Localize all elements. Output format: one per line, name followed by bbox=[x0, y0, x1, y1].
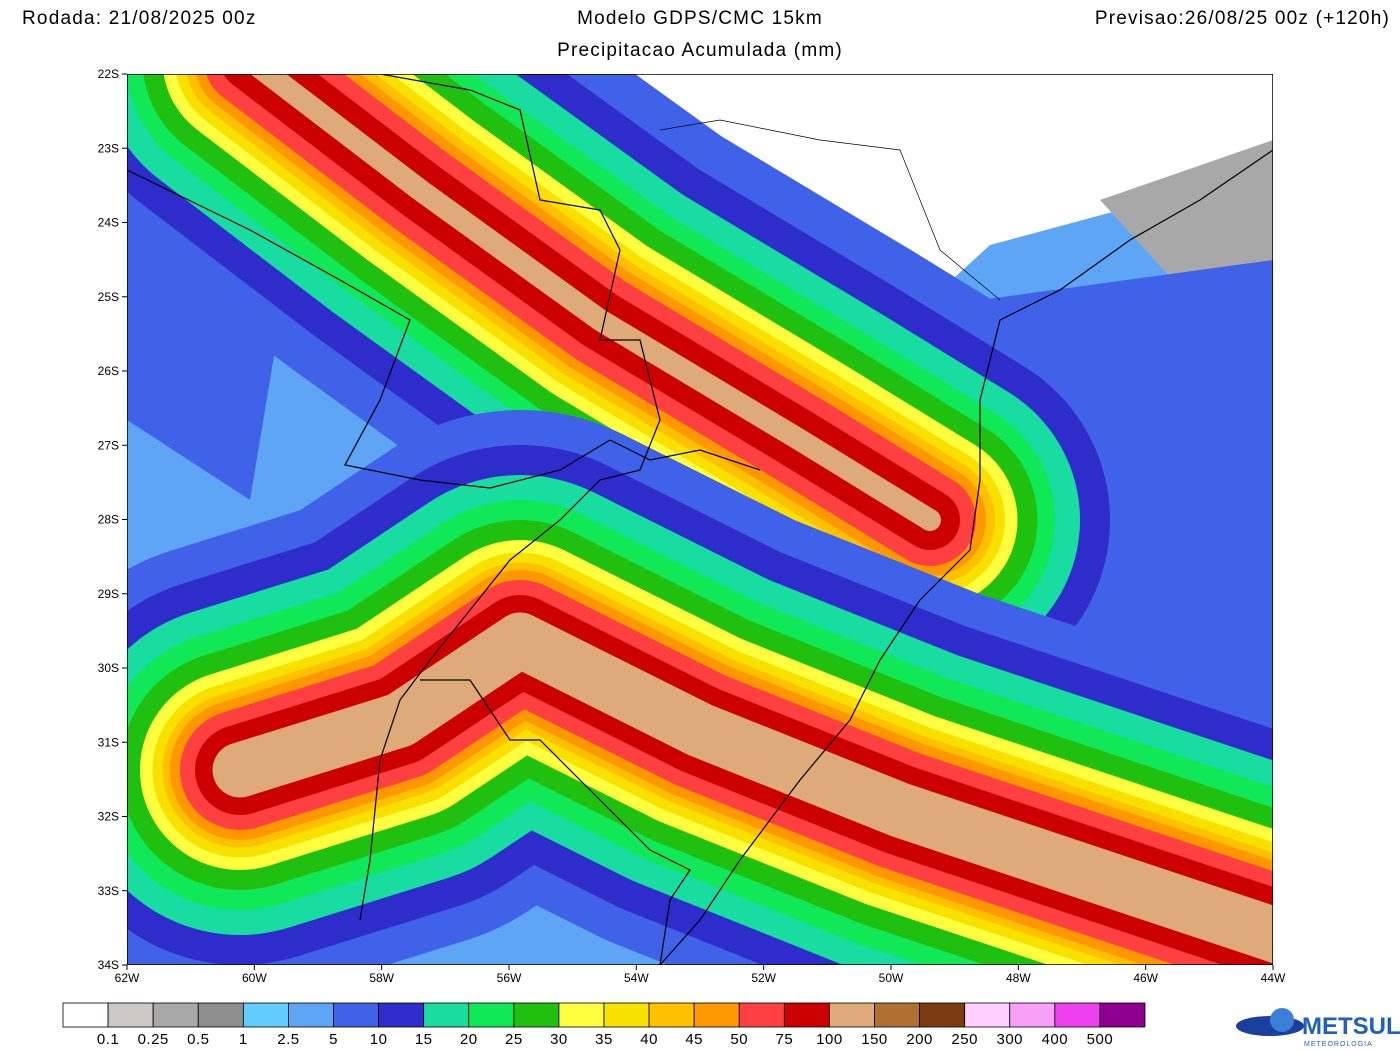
color-swatch bbox=[919, 1002, 966, 1028]
colorbar-label: 0.5 bbox=[187, 1031, 209, 1048]
lon-label: 48W bbox=[1006, 971, 1031, 985]
lon-label: 58W bbox=[369, 971, 394, 985]
precip-band bbox=[250, 74, 941, 531]
color-swatch bbox=[468, 1002, 515, 1028]
lon-label: 56W bbox=[497, 971, 522, 985]
color-swatch bbox=[693, 1002, 740, 1028]
colorbar-label: 100 bbox=[816, 1031, 843, 1048]
colorbar-label: 200 bbox=[906, 1031, 933, 1048]
lat-label: 34S bbox=[98, 958, 119, 972]
colorbar-label: 0.1 bbox=[97, 1031, 119, 1048]
colorbar-label: 1 bbox=[239, 1031, 248, 1048]
colorbar-label: 400 bbox=[1042, 1031, 1069, 1048]
lat-label: 22S bbox=[98, 67, 119, 81]
forecast-label: Previsao:26/08/25 00z (+120h) bbox=[1095, 8, 1390, 29]
color-swatch bbox=[242, 1002, 289, 1028]
colorbar-label: 300 bbox=[996, 1031, 1023, 1048]
lat-label: 23S bbox=[98, 141, 119, 155]
color-swatch bbox=[107, 1002, 154, 1028]
color-swatch bbox=[558, 1002, 605, 1028]
lon-label: 50W bbox=[879, 971, 904, 985]
colorbar-label: 0.25 bbox=[138, 1031, 169, 1048]
colorbar-label: 2.5 bbox=[277, 1031, 299, 1048]
colorbar-label: 5 bbox=[329, 1031, 338, 1048]
logo-name: METSUL bbox=[1302, 1013, 1400, 1040]
lon-label: 46W bbox=[1133, 971, 1158, 985]
color-swatch bbox=[1054, 1002, 1101, 1028]
color-swatch bbox=[378, 1002, 425, 1028]
lon-label: 44W bbox=[1261, 971, 1286, 985]
colorbar-label: 15 bbox=[415, 1031, 433, 1048]
color-swatch bbox=[152, 1002, 199, 1028]
logo-tagline: METEOROLOGIA bbox=[1304, 1041, 1373, 1048]
colorbar-label: 30 bbox=[550, 1031, 568, 1048]
lat-label: 27S bbox=[98, 438, 119, 452]
colorbar-label: 250 bbox=[951, 1031, 978, 1048]
borders bbox=[127, 74, 1273, 965]
lon-label: 54W bbox=[624, 971, 649, 985]
lat-label: 25S bbox=[98, 290, 119, 304]
color-swatch bbox=[288, 1002, 334, 1028]
colorbar-label: 40 bbox=[640, 1031, 658, 1048]
color-swatch bbox=[513, 1002, 560, 1028]
color-swatch bbox=[829, 1002, 875, 1028]
colorbar-label: 500 bbox=[1087, 1031, 1114, 1048]
colorbar-label: 20 bbox=[460, 1031, 478, 1048]
subtitle: Precipitacao Acumulada (mm) bbox=[557, 40, 843, 61]
logo-globe bbox=[1270, 1008, 1294, 1032]
run-label: Rodada: 21/08/2025 00z bbox=[22, 8, 257, 29]
color-swatch bbox=[603, 1002, 650, 1028]
precip-field bbox=[127, 74, 1273, 965]
lon-label: 60W bbox=[242, 971, 267, 985]
model-title: Modelo GDPS/CMC 15km bbox=[577, 8, 823, 29]
color-swatch bbox=[333, 1002, 379, 1028]
dry-area bbox=[530, 74, 1273, 300]
colorbar-label: 35 bbox=[595, 1031, 613, 1048]
color-swatch bbox=[423, 1002, 470, 1028]
lat-label: 28S bbox=[98, 513, 119, 527]
color-swatch bbox=[62, 1002, 109, 1028]
colorbar-label: 25 bbox=[505, 1031, 523, 1048]
lat-label: 29S bbox=[98, 587, 119, 601]
colorbar-label: 10 bbox=[370, 1031, 388, 1048]
colorbar-label: 150 bbox=[861, 1031, 888, 1048]
lat-label: 32S bbox=[98, 810, 119, 824]
color-swatch bbox=[964, 1002, 1011, 1028]
lon-label: 52W bbox=[751, 971, 776, 985]
logo: METSUL METEOROLOGIA bbox=[1236, 1008, 1400, 1048]
lat-label: 33S bbox=[98, 884, 119, 898]
color-swatch bbox=[1009, 1002, 1056, 1028]
lat-label: 24S bbox=[98, 216, 119, 230]
color-swatch bbox=[738, 1002, 785, 1028]
color-swatch bbox=[197, 1002, 244, 1028]
colorbar-label: 75 bbox=[775, 1031, 793, 1048]
colorbar-label: 50 bbox=[730, 1031, 748, 1048]
color-swatch bbox=[648, 1002, 695, 1028]
color-swatch bbox=[783, 1002, 830, 1028]
precip-band bbox=[212, 612, 1273, 964]
lat-label: 26S bbox=[98, 364, 119, 378]
lat-label: 31S bbox=[98, 735, 119, 749]
lat-label: 30S bbox=[98, 661, 119, 675]
color-swatch bbox=[1099, 1002, 1146, 1028]
color-swatch bbox=[874, 1002, 920, 1028]
colorbar-label: 45 bbox=[685, 1031, 703, 1048]
lon-label: 62W bbox=[115, 971, 140, 985]
